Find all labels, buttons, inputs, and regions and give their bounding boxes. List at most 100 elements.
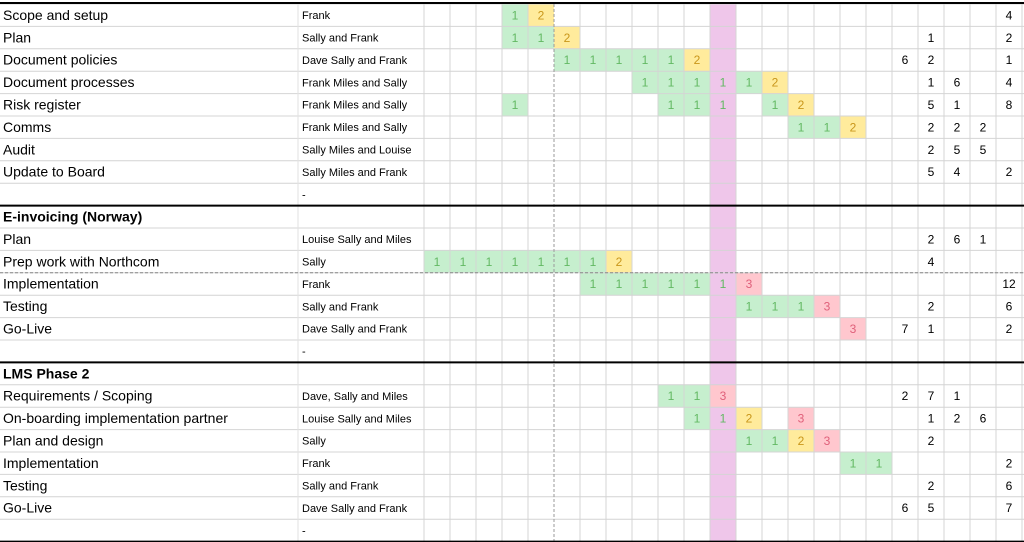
cell-fill [788,116,814,139]
cell-value: 2 [564,31,571,45]
cell-value: 1 [460,255,467,269]
task-name: Testing [3,477,47,493]
cell-value: 3 [798,412,805,426]
cell-value: 1 [538,255,545,269]
people: Frank [302,10,331,22]
cell-fill [684,48,710,72]
task-name: Plan [3,29,31,45]
task-name: Comms [3,119,51,135]
people: Sally and Frank [302,301,379,313]
cell-value: 2 [928,143,935,157]
cell-value: 6 [1006,479,1013,493]
people: Frank [302,458,331,470]
cell-value: 1 [616,53,623,67]
cell-fill [554,48,580,72]
cell-value: 1 [590,53,597,67]
cell-fill [528,250,554,273]
cell-value: 2 [902,389,909,403]
cell-fill [814,429,840,452]
cell-value: 1 [512,255,519,269]
cell-value: 3 [746,277,753,291]
cell-value: 4 [954,165,961,179]
people: Sally Miles and Frank [302,167,408,179]
cell-value: 5 [928,165,935,179]
cell-fill [762,93,788,116]
cell-fill [632,48,658,72]
cell-value: 1 [772,434,779,448]
cell-fill [424,250,450,273]
people: Sally and Frank [302,481,379,493]
cell-value: 1 [642,53,649,67]
cell-value: 6 [980,412,987,426]
task-name: Implementation [3,455,99,471]
people: Dave Sally and Frank [302,324,408,336]
cell-value: 5 [928,98,935,112]
cell-value: 1 [694,277,701,291]
cell-value: 2 [928,53,935,67]
cell-value: 1 [928,76,935,90]
cell-value: 1 [928,31,935,45]
cell-value: 2 [954,412,961,426]
people: - [302,189,306,201]
cell-fill [502,26,528,49]
cell-value: 1 [928,412,935,426]
task-name: Risk register [3,97,81,113]
cell-fill [684,407,710,430]
cell-fill [762,429,788,452]
task-name: Document processes [3,74,135,90]
people: Frank Miles and Sally [302,77,408,89]
cell-fill [736,272,762,296]
task-name: Update to Board [3,164,105,180]
cell-value: 5 [928,501,935,515]
cell-value: 1 [798,300,805,314]
people: Louise Sally and Miles [302,234,412,246]
cell-value: 1 [772,300,779,314]
cell-value: 1 [746,434,753,448]
cell-fill [814,295,840,318]
cell-value: 2 [928,120,935,134]
cell-value: 1 [616,277,623,291]
cell-value: 4 [1006,8,1013,22]
cell-value: 1 [694,389,701,403]
cell-fill [476,250,502,273]
task-name: Prep work with Northcom [3,253,159,269]
people: Sally [302,257,326,269]
cell-value: 1 [746,300,753,314]
cell-fill [606,272,632,296]
cell-value: 2 [928,434,935,448]
cell-value: 3 [824,300,831,314]
cell-fill [450,250,476,273]
cell-value: 6 [902,501,909,515]
cell-value: 1 [720,76,727,90]
cell-value: 1 [642,76,649,90]
cell-value: 1 [1006,53,1013,67]
cell-fill [788,429,814,452]
cell-value: 1 [668,98,675,112]
cell-value: 1 [668,389,675,403]
section-title: LMS Phase 2 [3,365,90,381]
people: Louise Sally and Miles [302,413,412,425]
cell-fill [840,452,866,475]
cell-fill [736,295,762,318]
cell-value: 2 [772,76,779,90]
people: Sally and Frank [302,33,379,45]
cell-value: 1 [720,277,727,291]
cell-value: 2 [954,120,961,134]
cell-value: 12 [1002,277,1016,291]
cell-value: 1 [850,456,857,470]
cell-fill [684,93,710,116]
cell-fill [736,71,762,94]
people: Frank [302,279,331,291]
people: Sally [302,436,326,448]
cell-value: 2 [798,434,805,448]
cell-value: 8 [1006,98,1013,112]
cell-value: 1 [720,412,727,426]
cell-fill [554,250,580,273]
cell-fill [788,295,814,318]
people: Dave, Sally and Miles [302,391,408,403]
cell-value: 2 [928,479,935,493]
cell-fill [710,384,736,408]
task-name: Testing [3,298,47,314]
cell-value: 2 [928,232,935,246]
